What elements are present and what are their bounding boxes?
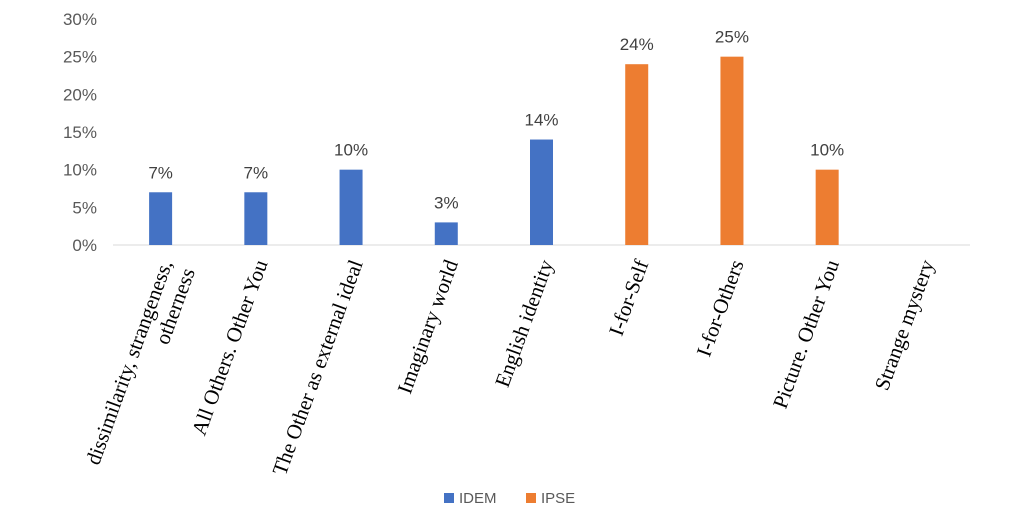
bar: [625, 64, 648, 245]
x-tick-label: Strange mystery: [870, 256, 940, 393]
data-label: 25%: [715, 28, 749, 47]
data-label: 24%: [620, 35, 654, 54]
y-tick-label: 25%: [63, 48, 97, 67]
bar: [244, 192, 267, 245]
data-label: 7%: [244, 163, 269, 182]
x-tick-label: I-for-Self: [604, 256, 654, 338]
legend-label: IPSE: [541, 490, 575, 507]
x-tick-label: dissimilarity, strangeness,otherness: [81, 257, 200, 477]
data-label: 10%: [810, 141, 844, 160]
legend-label: IDEM: [459, 490, 497, 507]
bar: [720, 57, 743, 245]
bar: [435, 222, 458, 245]
bars: [149, 57, 839, 245]
data-label: 3%: [434, 193, 459, 212]
data-label: 14%: [524, 111, 558, 130]
x-tick-label-line: All Others. Other You: [187, 256, 273, 438]
x-tick-label-line: I-for-Others: [692, 257, 749, 360]
x-tick-label-line: Picture. Other You: [768, 256, 844, 412]
x-tick-label-line: English identity: [490, 256, 558, 390]
data-label: 10%: [334, 141, 368, 160]
x-axis-tick-labels: dissimilarity, strangeness,othernessAll …: [81, 256, 939, 478]
y-tick-label: 20%: [63, 85, 97, 104]
x-tick-label: The Other as external ideal: [267, 256, 367, 478]
y-tick-label: 10%: [63, 161, 97, 180]
x-tick-label: Imaginary world: [392, 256, 463, 397]
legend-swatch: [526, 493, 536, 503]
legend-swatch: [444, 493, 454, 503]
y-tick-label: 30%: [63, 10, 97, 29]
bar: [149, 192, 172, 245]
x-tick-label: Picture. Other You: [768, 256, 844, 412]
data-label: 7%: [148, 163, 173, 182]
x-tick-label-line: I-for-Self: [604, 256, 654, 338]
y-tick-label: 0%: [72, 236, 97, 255]
x-tick-label-line: Strange mystery: [870, 256, 940, 393]
x-tick-label-line: dissimilarity, strangeness,: [81, 257, 177, 468]
x-tick-label: All Others. Other You: [187, 256, 273, 438]
x-tick-label-line: The Other as external ideal: [267, 256, 367, 478]
x-tick-label: I-for-Others: [692, 257, 749, 360]
bar: [530, 140, 553, 245]
x-tick-label: English identity: [490, 256, 558, 390]
legend: IDEM IPSE: [444, 490, 575, 507]
y-tick-label: 5%: [72, 198, 97, 217]
x-tick-label-line: Imaginary world: [392, 256, 463, 397]
y-tick-label: 15%: [63, 123, 97, 142]
bar: [340, 170, 363, 245]
bar: [816, 170, 839, 245]
